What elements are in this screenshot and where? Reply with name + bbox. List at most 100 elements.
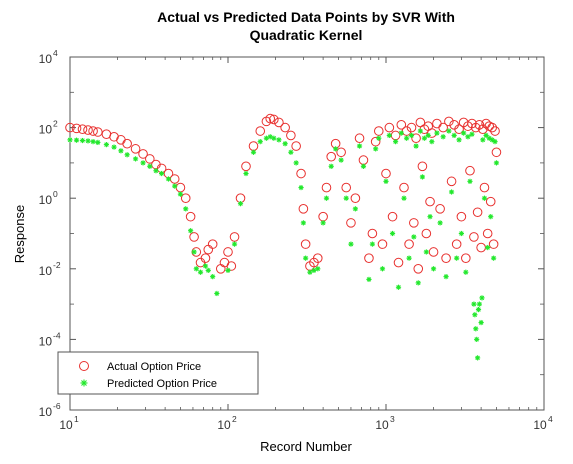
point-actual: [93, 127, 103, 137]
point-predicted: [356, 143, 363, 149]
point-actual: [200, 253, 211, 263]
point-predicted: [376, 135, 382, 141]
point-actual: [446, 176, 457, 187]
point-actual: [109, 131, 119, 142]
point-actual: [280, 122, 290, 133]
point-predicted: [434, 130, 440, 136]
point-predicted: [140, 160, 146, 166]
point-predicted: [395, 284, 402, 290]
point-predicted: [348, 241, 354, 247]
point-predicted: [421, 135, 427, 141]
y-tick-label-exponent: 2: [53, 119, 58, 129]
point-predicted: [210, 274, 216, 280]
point-actual: [88, 126, 98, 136]
point-predicted: [488, 214, 494, 220]
point-predicted: [448, 189, 455, 195]
point-predicted: [469, 131, 475, 137]
point-actual: [438, 122, 448, 133]
axis-tick-labels: 10 1 10 2 10 3 10 410 -610 -410 -210 010 210 4: [39, 48, 553, 432]
y-tick-label-base: 10: [39, 405, 53, 419]
point-predicted: [437, 220, 443, 226]
point-actual: [456, 211, 467, 222]
y-tick-label-exponent: -6: [53, 401, 61, 411]
point-actual: [189, 232, 199, 242]
point-actual: [185, 211, 196, 222]
point-predicted: [475, 306, 482, 313]
x-tick-label-base: 10: [375, 418, 389, 432]
point-predicted: [333, 146, 339, 152]
point-actual: [387, 211, 398, 222]
point-actual: [180, 193, 191, 203]
point-actual: [404, 239, 414, 249]
point-actual: [298, 204, 309, 214]
y-tick-label: 10 0: [39, 189, 58, 207]
point-predicted: [193, 266, 199, 272]
point-actual: [413, 264, 424, 274]
point-predicted: [95, 139, 101, 146]
point-predicted: [456, 137, 462, 143]
point-predicted: [419, 174, 426, 180]
point-actual: [269, 114, 279, 125]
point-actual: [441, 253, 451, 263]
point-predicted: [343, 195, 349, 201]
point-actual: [490, 126, 500, 136]
legend: Actual Option Price Predicted Option Pri…: [57, 351, 259, 395]
point-actual: [469, 232, 479, 242]
point-predicted: [293, 160, 299, 166]
point-predicted: [392, 139, 399, 145]
x-tick-label: 10 4: [533, 414, 553, 432]
legend-box: [57, 351, 259, 395]
point-predicted: [369, 241, 375, 247]
point-actual: [138, 149, 148, 159]
point-actual: [336, 147, 346, 158]
point-actual: [364, 253, 374, 263]
y-tick-label-base: 10: [39, 264, 53, 278]
point-actual: [145, 154, 155, 164]
y-tick-label-base: 10: [39, 193, 53, 207]
point-actual: [291, 141, 301, 151]
point-actual: [130, 144, 141, 154]
point-predicted: [288, 149, 294, 155]
point-actual: [265, 113, 276, 124]
point-actual: [77, 124, 88, 135]
point-predicted: [303, 255, 309, 261]
point-actual: [421, 228, 432, 239]
point-actual: [444, 116, 454, 127]
y-tick-label-exponent: 4: [53, 48, 58, 58]
point-actual: [354, 133, 365, 144]
point-actual: [367, 228, 378, 239]
point-actual: [241, 161, 251, 172]
point-actual: [396, 120, 407, 130]
point-predicted: [191, 249, 197, 255]
point-actual: [393, 257, 404, 268]
point-actual: [370, 136, 381, 147]
point-predicted: [454, 255, 460, 261]
point-actual: [321, 182, 332, 193]
point-actual: [479, 182, 490, 193]
point-predicted: [118, 148, 124, 154]
point-predicted: [307, 269, 313, 275]
legend-asterisk-glyph: [80, 379, 88, 387]
point-predicted: [202, 263, 209, 269]
x-tick-label-exponent: 3: [390, 414, 395, 424]
y-tick-label: 10 -6: [39, 401, 61, 419]
point-actual: [488, 239, 499, 249]
y-tick-label: 10 -4: [39, 330, 61, 348]
point-actual: [286, 130, 296, 141]
point-predicted: [492, 139, 498, 145]
point-predicted: [423, 249, 429, 255]
point-predicted: [298, 184, 304, 191]
point-predicted: [111, 144, 117, 150]
point-actual: [326, 151, 337, 162]
chart-title: Actual vs Predicted Data Points by SVR W…: [157, 9, 455, 43]
point-predicted: [243, 170, 249, 177]
x-tick-label-exponent: 4: [548, 414, 553, 424]
point-actual: [223, 247, 233, 257]
point-predicted: [440, 134, 446, 140]
point-predicted: [165, 176, 172, 182]
point-predicted: [451, 132, 457, 139]
point-actual: [478, 124, 488, 135]
point-actual: [83, 125, 93, 135]
point-predicted: [475, 355, 481, 361]
